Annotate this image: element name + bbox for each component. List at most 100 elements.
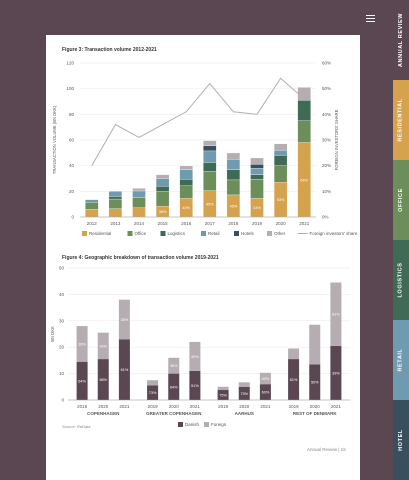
bar-segment bbox=[250, 168, 264, 175]
foreign-bar bbox=[259, 372, 271, 385]
legend-label: Residential bbox=[89, 231, 111, 236]
danish-bar bbox=[330, 345, 342, 400]
section-tabs: ANNUAL REVIEW RESIDENTIAL OFFICE LOGISTICS R… bbox=[393, 0, 409, 480]
legend-label: Logistics bbox=[168, 231, 186, 236]
bar-segment bbox=[203, 162, 217, 172]
data-label: 61% bbox=[121, 368, 129, 372]
legend-label: Other bbox=[274, 231, 286, 236]
y-tick-label: 40 bbox=[69, 163, 75, 168]
data-label: 53% bbox=[277, 198, 285, 202]
data-label: 45% bbox=[206, 202, 214, 206]
data-label: 64% bbox=[300, 178, 308, 182]
group-label: COPENHAGEN bbox=[87, 411, 119, 416]
x-tick-label: 2020 bbox=[276, 221, 287, 226]
y-tick-label: 40 bbox=[59, 292, 65, 297]
y-tick-label: 120 bbox=[66, 61, 74, 66]
foreign-bar bbox=[118, 299, 130, 340]
legend-swatch bbox=[178, 422, 183, 427]
bar-segment bbox=[297, 100, 311, 121]
bar-segment bbox=[108, 198, 123, 209]
tab-retail[interactable]: RETAIL bbox=[393, 320, 409, 400]
tab-office[interactable]: OFFICE bbox=[393, 160, 409, 240]
y-tick-label: 10 bbox=[59, 371, 65, 376]
menu-icon[interactable] bbox=[366, 15, 375, 23]
figure4-title: Figure 4: Geographic breakdown of transa… bbox=[62, 255, 219, 261]
x-tick-label: 2017 bbox=[205, 221, 216, 226]
data-label: 61% bbox=[332, 313, 340, 317]
danish-bar bbox=[259, 384, 271, 400]
danish-bar bbox=[118, 339, 130, 400]
bar-segment bbox=[250, 164, 264, 169]
x-tick-label: 2021 bbox=[299, 221, 310, 226]
page-footer: Annual Review | 15 bbox=[307, 447, 346, 452]
data-label: 73% bbox=[240, 392, 248, 396]
y-tick-label: 0 bbox=[61, 398, 64, 403]
foreign-bar bbox=[97, 332, 109, 360]
bar-segment bbox=[85, 199, 99, 203]
y-axis-label: TRANSACTION VOLUME (BN DKK) bbox=[52, 105, 57, 174]
bar-segment bbox=[226, 159, 241, 170]
bar-segment bbox=[226, 169, 241, 181]
bar-segment bbox=[273, 143, 288, 151]
legend-label: Retail bbox=[208, 231, 220, 236]
foreign-bar bbox=[288, 348, 300, 360]
bar-segment bbox=[273, 155, 288, 166]
foreign-bar bbox=[309, 324, 321, 365]
bar-segment bbox=[179, 185, 193, 199]
legend-swatch bbox=[267, 231, 272, 236]
x-tick-label: 2015 bbox=[158, 221, 169, 226]
legend-swatch bbox=[160, 231, 166, 236]
data-label: 35% bbox=[121, 318, 129, 322]
data-label: 43% bbox=[253, 206, 261, 210]
bar-segment bbox=[132, 197, 146, 208]
bar-segment bbox=[155, 191, 170, 207]
danish-bar bbox=[309, 364, 321, 400]
y-tick-label: 0 bbox=[71, 215, 74, 220]
x-tick-label: 2021 bbox=[260, 404, 271, 409]
bar-segment bbox=[132, 190, 146, 198]
group-label: REST OF DENMARK bbox=[293, 411, 338, 416]
x-tick-label: 2021 bbox=[119, 404, 130, 409]
bar-segment bbox=[203, 171, 217, 191]
x-tick-label: 2020 bbox=[239, 404, 250, 409]
data-label: 51% bbox=[191, 384, 199, 388]
bar-segment bbox=[203, 150, 217, 163]
data-label: 50% bbox=[311, 381, 319, 385]
bar-segment bbox=[85, 209, 99, 218]
legend-label: Office bbox=[135, 231, 147, 236]
data-label: 36% bbox=[170, 364, 178, 368]
x-tick-label: 2021 bbox=[331, 404, 342, 409]
bar-segment bbox=[203, 145, 217, 152]
bar-segment bbox=[85, 202, 99, 210]
data-label: 36% bbox=[78, 342, 86, 346]
tab-residential[interactable]: RESIDENTIAL bbox=[393, 80, 409, 160]
data-label: 40% bbox=[262, 377, 270, 381]
tab-annual-review[interactable]: ANNUAL REVIEW bbox=[393, 0, 409, 80]
data-label: 40% bbox=[182, 206, 190, 210]
legend-swatch bbox=[234, 231, 239, 236]
foreign-bar bbox=[217, 386, 229, 390]
danish-bar bbox=[168, 373, 180, 400]
danish-bar bbox=[147, 385, 159, 400]
bar-segment bbox=[179, 179, 193, 186]
x-tick-label: 2019 bbox=[289, 404, 300, 409]
data-label: 75% bbox=[219, 393, 227, 397]
bar-segment bbox=[273, 165, 288, 183]
danish-bar bbox=[288, 359, 300, 400]
bar-segment bbox=[226, 152, 241, 160]
tab-logistics[interactable]: LOGISTICS bbox=[393, 240, 409, 320]
x-tick-label: 2021 bbox=[190, 404, 201, 409]
y-axis-label: BN DKK bbox=[50, 326, 55, 342]
bar-segment bbox=[203, 140, 217, 146]
tab-hotel[interactable]: HOTEL bbox=[393, 400, 409, 480]
data-label: 81% bbox=[290, 378, 298, 382]
foreign-bar bbox=[147, 380, 159, 386]
x-tick-label: 2020 bbox=[98, 404, 109, 409]
x-tick-label: 2016 bbox=[181, 221, 192, 226]
data-label: 68% bbox=[99, 378, 107, 382]
y-tick-label: 30 bbox=[59, 318, 65, 323]
data-label: 64% bbox=[170, 385, 178, 389]
x-tick-label: 2019 bbox=[148, 404, 159, 409]
geographic-breakdown-chart: 0 10 20 30 40 50 BN DKK 64% 36% 2019 68% 42% 2020 61%… bbox=[50, 266, 350, 427]
legend-label: Foreign bbox=[211, 422, 227, 427]
